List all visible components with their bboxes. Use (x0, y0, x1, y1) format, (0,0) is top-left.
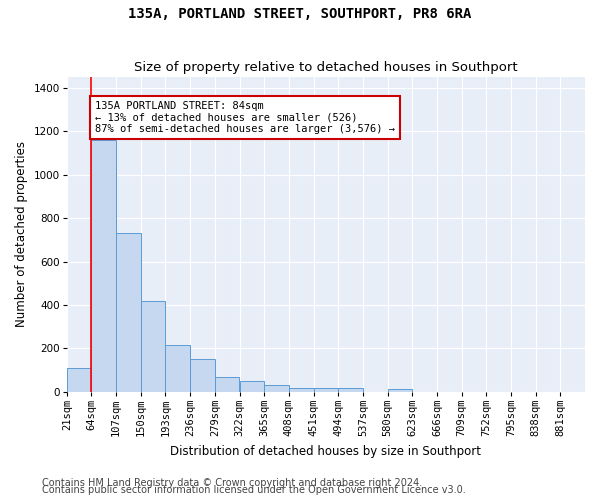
Bar (141, 300, 166, 392)
Bar (67, 368, 91, 392)
Text: Contains public sector information licensed under the Open Government Licence v3: Contains public sector information licen… (42, 485, 466, 495)
Bar (166, 345, 190, 392)
Bar (388, 389, 412, 392)
Bar (215, 376, 239, 392)
Bar (289, 388, 314, 392)
Bar (338, 388, 363, 392)
Y-axis label: Number of detached properties: Number of detached properties (15, 142, 28, 328)
X-axis label: Distribution of detached houses by size in Southport: Distribution of detached houses by size … (170, 444, 481, 458)
Bar (314, 388, 338, 392)
Bar (91, 140, 116, 392)
Bar (239, 382, 264, 392)
Title: Size of property relative to detached houses in Southport: Size of property relative to detached ho… (134, 62, 518, 74)
Text: Contains HM Land Registry data © Crown copyright and database right 2024.: Contains HM Land Registry data © Crown c… (42, 478, 422, 488)
Text: 135A, PORTLAND STREET, SOUTHPORT, PR8 6RA: 135A, PORTLAND STREET, SOUTHPORT, PR8 6R… (128, 8, 472, 22)
Text: 135A PORTLAND STREET: 84sqm
← 13% of detached houses are smaller (526)
87% of se: 135A PORTLAND STREET: 84sqm ← 13% of det… (95, 101, 395, 134)
Bar (190, 359, 215, 392)
Bar (116, 234, 141, 392)
Bar (264, 385, 289, 392)
